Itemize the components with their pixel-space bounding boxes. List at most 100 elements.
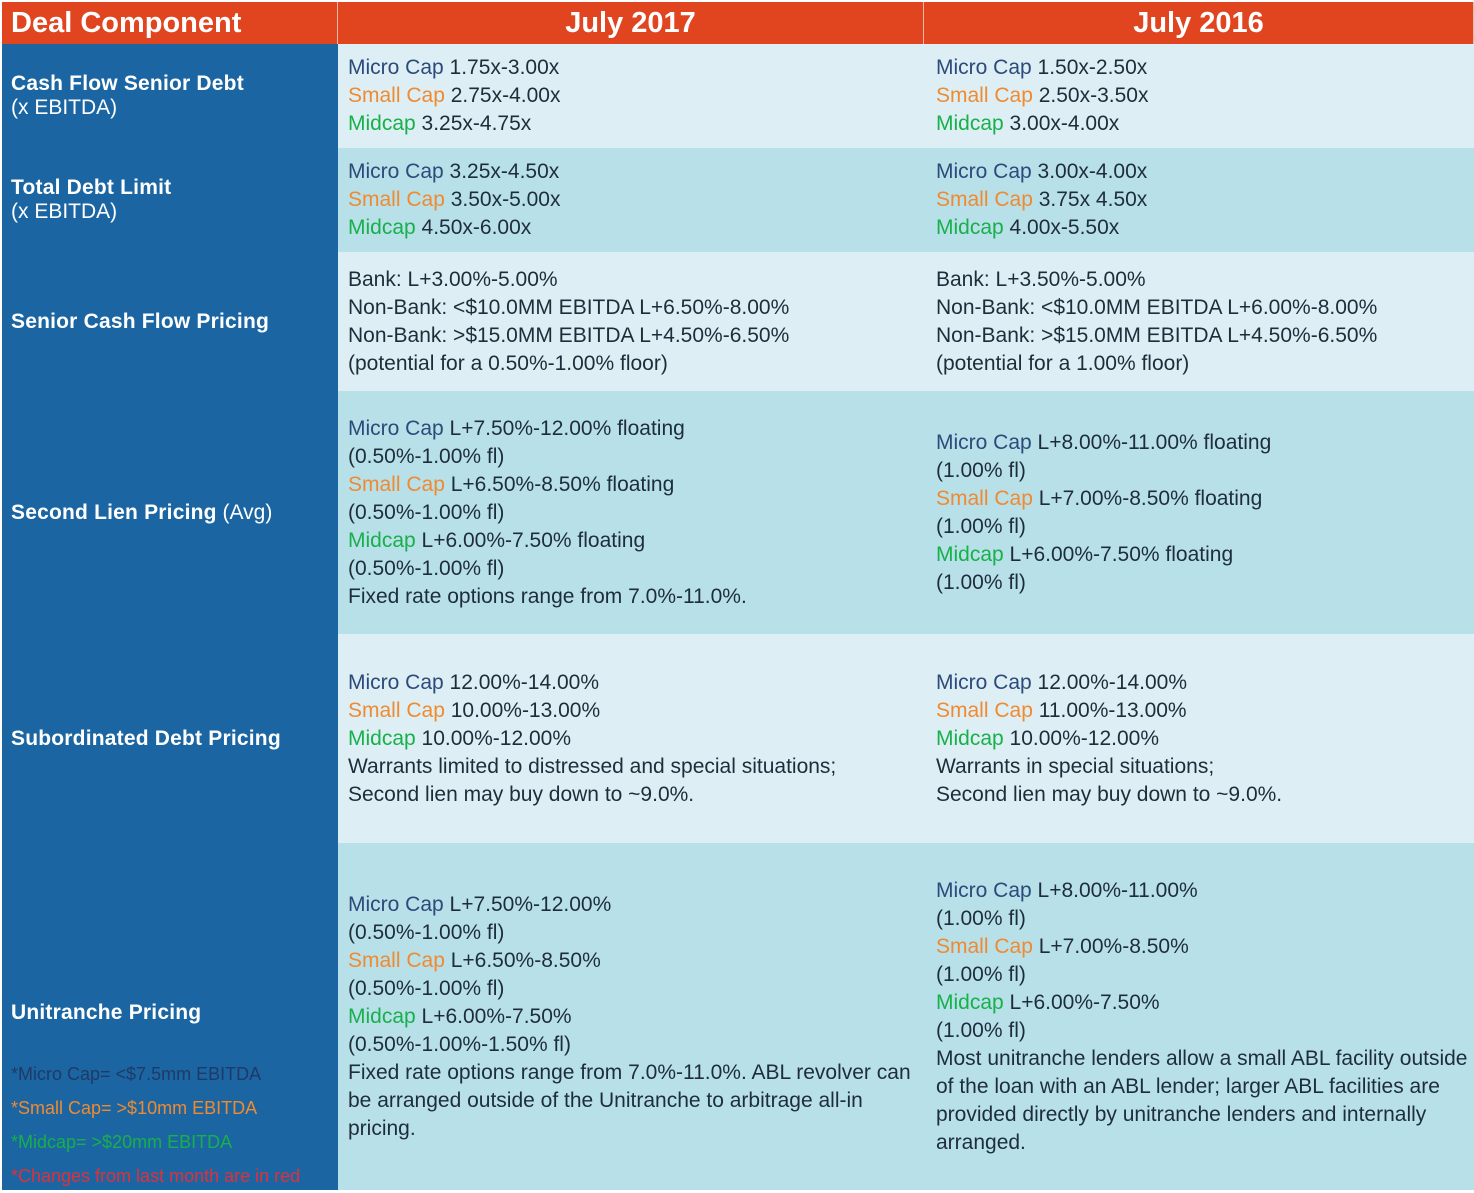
tier-mid: Midcap <box>936 990 1004 1014</box>
cash-flow-2017: Micro Cap 1.75x-3.00x Small Cap 2.75x-4.… <box>338 44 924 148</box>
floor-line: (0.50%-1.00% fl) <box>348 444 505 468</box>
note-line: Second lien may buy down to ~9.0%. <box>348 782 695 806</box>
value: 2.50x-3.50x <box>1038 84 1149 107</box>
value: L+6.00%-7.50% floating <box>421 528 646 552</box>
tier-mid: Midcap <box>348 726 416 750</box>
tier-micro: Micro Cap <box>936 160 1032 183</box>
row-subtitle: (x EBITDA) <box>11 200 118 223</box>
text-line: Non-Bank: >$15.0MM EBITDA L+4.50%-6.50% <box>348 323 790 347</box>
tier-mid: Midcap <box>348 528 416 552</box>
floor-line: (0.50%-1.00%-1.50% fl) <box>348 1032 571 1056</box>
footnote-small: *Small Cap= >$10mm EBITDA <box>11 1098 258 1118</box>
floor-line: (1.00% fl) <box>936 906 1026 930</box>
senior-pricing-2017: Bank: L+3.00%-5.00% Non-Bank: <$10.0MM E… <box>338 252 924 391</box>
row-title: Unitranche Pricing <box>11 1001 202 1024</box>
value: L+7.50%-12.00% <box>449 892 612 916</box>
tier-micro: Micro Cap <box>348 670 444 694</box>
value: L+6.00%-7.50% <box>421 1004 572 1028</box>
tier-mid: Midcap <box>348 112 416 135</box>
value: 1.75x-3.00x <box>449 56 560 79</box>
text-line: Bank: L+3.00%-5.00% <box>348 267 558 291</box>
subordinated-2017: Micro Cap 12.00%-14.00% Small Cap 10.00%… <box>338 634 924 843</box>
tier-micro: Micro Cap <box>348 56 444 79</box>
tier-small: Small Cap <box>936 84 1033 107</box>
floor-line: (0.50%-1.00% fl) <box>348 920 505 944</box>
value: 10.00%-12.00% <box>421 726 571 750</box>
floor-line: (0.50%-1.00% fl) <box>348 976 505 1000</box>
header-july-2016: July 2016 <box>924 2 1474 44</box>
floor-line: (1.00% fl) <box>936 514 1026 538</box>
row-label-subordinated: Subordinated Debt Pricing <box>2 634 338 843</box>
note-line: Fixed rate options range from 7.0%-11.0%… <box>348 584 747 608</box>
value: L+7.00%-8.50% <box>1038 934 1189 958</box>
value: L+8.00%-11.00% <box>1037 878 1198 902</box>
floor-line: (1.00% fl) <box>936 1018 1026 1042</box>
value: 1.50x-2.50x <box>1037 56 1148 79</box>
tier-micro: Micro Cap <box>936 56 1032 79</box>
text-line: Non-Bank: <$10.0MM EBITDA L+6.50%-8.00% <box>348 295 790 319</box>
floor-line: (1.00% fl) <box>936 458 1026 482</box>
tier-small: Small Cap <box>936 486 1033 510</box>
subordinated-2016: Micro Cap 12.00%-14.00% Small Cap 11.00%… <box>924 634 1474 843</box>
floor-line: (1.00% fl) <box>936 962 1026 986</box>
second-lien-2016: Micro Cap L+8.00%-11.00% floating (1.00%… <box>924 391 1474 634</box>
total-debt-2016: Micro Cap 3.00x-4.00x Small Cap 3.75x 4.… <box>924 148 1474 252</box>
value: 3.00x-4.00x <box>1037 160 1148 183</box>
value: L+7.00%-8.50% floating <box>1038 486 1263 510</box>
value: L+6.00%-7.50% <box>1009 990 1160 1014</box>
row-label-cash-flow: Cash Flow Senior Debt (x EBITDA) <box>2 44 338 148</box>
value: 3.75x 4.50x <box>1038 188 1148 211</box>
value: 10.00%-13.00% <box>450 698 601 722</box>
value: 3.25x-4.75x <box>421 112 532 135</box>
text-line: Non-Bank: <$10.0MM EBITDA L+6.00%-8.00% <box>936 295 1378 319</box>
note-paragraph: Most unitranche lenders allow a small AB… <box>936 1046 1468 1154</box>
tier-mid: Midcap <box>348 216 416 239</box>
tier-mid: Midcap <box>348 1004 416 1028</box>
tier-micro: Micro Cap <box>936 670 1032 694</box>
tier-small: Small Cap <box>936 188 1033 211</box>
value: 3.00x-4.00x <box>1009 112 1120 135</box>
tier-mid: Midcap <box>936 542 1004 566</box>
text-line: (potential for a 0.50%-1.00% floor) <box>348 351 668 375</box>
row-title: Subordinated Debt Pricing <box>11 726 281 750</box>
tier-small: Small Cap <box>936 934 1033 958</box>
text-line: Bank: L+3.50%-5.00% <box>936 267 1146 291</box>
tier-small: Small Cap <box>348 948 445 972</box>
tier-small: Small Cap <box>936 698 1033 722</box>
value: 3.50x-5.00x <box>450 188 561 211</box>
value: L+7.50%-12.00% floating <box>449 416 685 440</box>
tier-small: Small Cap <box>348 472 445 496</box>
value: 11.00%-13.00% <box>1038 698 1187 722</box>
floor-line: (0.50%-1.00% fl) <box>348 500 505 524</box>
row-title: Total Debt Limit <box>11 176 172 199</box>
row-subtitle: (x EBITDA) <box>11 96 118 119</box>
row-label-senior-pricing: Senior Cash Flow Pricing <box>2 252 338 391</box>
value: 4.50x-6.00x <box>421 216 532 239</box>
footnote-micro: *Micro Cap= <$7.5mm EBITDA <box>11 1064 262 1084</box>
value: 12.00%-14.00% <box>1037 670 1187 694</box>
tier-mid: Midcap <box>936 726 1004 750</box>
tier-mid: Midcap <box>936 216 1004 239</box>
row-label-unitranche: Unitranche Pricing *Micro Cap= <$7.5mm E… <box>2 843 338 1190</box>
header-july-2017: July 2017 <box>338 2 924 44</box>
cash-flow-2016: Micro Cap 1.50x-2.50x Small Cap 2.50x-3.… <box>924 44 1474 148</box>
floor-line: (1.00% fl) <box>936 570 1026 594</box>
text-line: Non-Bank: >$15.0MM EBITDA L+4.50%-6.50% <box>936 323 1378 347</box>
tier-small: Small Cap <box>348 84 445 107</box>
value: 3.25x-4.50x <box>449 160 560 183</box>
row-title: Second Lien Pricing <box>11 500 217 524</box>
total-debt-2017: Micro Cap 3.25x-4.50x Small Cap 3.50x-5.… <box>338 148 924 252</box>
note-paragraph: Fixed rate options range from 7.0%-11.0%… <box>348 1060 911 1140</box>
value: L+6.50%-8.50% <box>450 948 601 972</box>
text-line: (potential for a 1.00% floor) <box>936 351 1190 375</box>
note-line: Second lien may buy down to ~9.0%. <box>936 782 1283 806</box>
value: 2.75x-4.00x <box>450 84 561 107</box>
tier-small: Small Cap <box>348 698 445 722</box>
tier-micro: Micro Cap <box>348 416 444 440</box>
value: L+8.00%-11.00% floating <box>1037 430 1272 454</box>
tier-mid: Midcap <box>936 112 1004 135</box>
note-line: Warrants limited to distressed and speci… <box>348 754 837 778</box>
row-title-suffix: (Avg) <box>222 500 273 524</box>
tier-micro: Micro Cap <box>936 878 1032 902</box>
